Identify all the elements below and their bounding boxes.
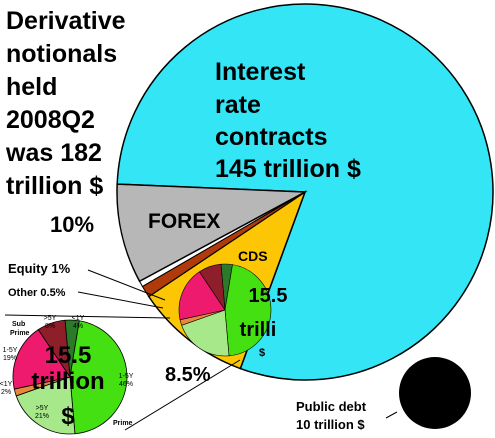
cds-breakdown-small (178, 263, 272, 357)
subprime-label-line-2: Prime (10, 330, 30, 337)
title-line-6: trillion $ (6, 172, 103, 200)
cds-slice-label: 46% (119, 381, 133, 388)
cds-slice (12, 329, 71, 390)
other-label: Other 0.5% (8, 287, 66, 299)
cds-inner-value-2: trilli (240, 319, 277, 341)
cds-breakdown-title-line-1: 15.5 (45, 342, 92, 369)
cds-inner-slice (181, 309, 230, 357)
equity-leader-line (87, 269, 166, 301)
cds-slice-label: <1Y (72, 315, 85, 322)
cds-slice-label: >5Y (36, 405, 49, 412)
title-line-5: was 182 (5, 139, 102, 167)
title-line-1: Derivative (6, 7, 126, 35)
interest-label-line-1: Interest (215, 58, 306, 86)
cds-label: CDS (238, 248, 268, 264)
cds-slice-label: 1-5Y (3, 347, 18, 354)
cds-slice-label: 1-5Y (119, 373, 134, 380)
cds-slice-label: 21% (35, 413, 49, 420)
title-line-4: 2008Q2 (6, 106, 95, 134)
slice-cds (116, 183, 308, 283)
title-line-3: held (6, 73, 57, 101)
public-debt-pie (399, 357, 471, 429)
cds-slice-label: 2% (1, 389, 11, 396)
public-debt-leader (385, 411, 398, 419)
cds-inner-slice (224, 264, 272, 357)
zoom-line-bottom (124, 359, 241, 431)
zoom-line-top (4, 314, 171, 319)
interest-label-line-2: rate (215, 91, 261, 119)
other-leader-line (77, 291, 164, 309)
forex-label: FOREX (148, 210, 220, 233)
cds-inner-value-3: $ (259, 347, 265, 359)
public-debt-label-line-1: Public debt (296, 399, 367, 414)
cds-slice (69, 320, 128, 435)
public-debt-label-line-2: 10 trillion $ (296, 417, 365, 432)
cds-breakdown-pie (12, 319, 128, 435)
prime-label: Prime (113, 420, 133, 427)
cds-slice (37, 319, 71, 378)
cds-slice (15, 376, 76, 435)
equity-label: Equity 1% (8, 261, 71, 276)
cds-slice-label: <1Y (0, 381, 13, 388)
cds-slice-label: >5Y (44, 315, 57, 322)
interest-label-line-3: contracts (215, 123, 328, 151)
cds-slice-label: 8% (45, 323, 55, 330)
forex-percent-label: 10% (50, 212, 94, 237)
interest-label-line-4: 145 trillion $ (215, 155, 361, 183)
subprime-label-line-1: Sub (12, 321, 25, 328)
cds-slice-label: 4% (73, 323, 83, 330)
chart-title: Derivative notionals held 2008Q2 was 182… (5, 7, 126, 200)
cds-slice-label: 19% (3, 355, 17, 362)
cds-inner-value-1: 15.5 (249, 285, 288, 307)
cds-breakdown-title-line-2: trillion (31, 368, 104, 395)
cds-inner-slice (198, 263, 226, 311)
cds-breakdown-title-line-3: $ (61, 403, 75, 430)
cds-inner-slice (178, 271, 226, 321)
title-line-2: notionals (6, 40, 117, 68)
cds-percent-label: 8.5% (165, 364, 211, 386)
